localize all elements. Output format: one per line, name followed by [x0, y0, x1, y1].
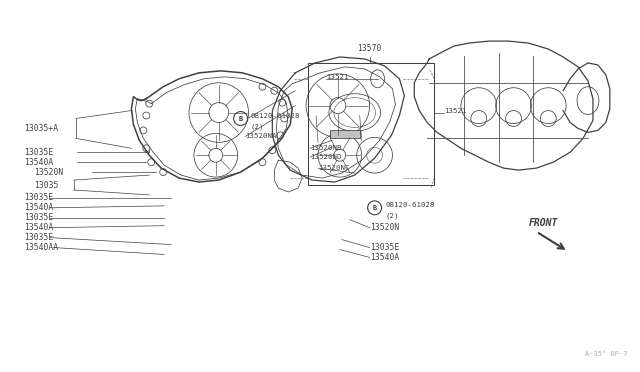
- Text: 13521: 13521: [444, 108, 467, 113]
- Text: 13540A: 13540A: [370, 253, 399, 262]
- Bar: [330, 131, 360, 138]
- Text: 13540A: 13540A: [24, 223, 54, 232]
- Text: 13035E: 13035E: [24, 213, 54, 222]
- Text: 13035E: 13035E: [370, 243, 399, 252]
- Text: 13520NC: 13520NC: [318, 165, 349, 171]
- Text: 13520NA: 13520NA: [246, 134, 277, 140]
- Text: 13540A: 13540A: [24, 158, 54, 167]
- Text: (2): (2): [250, 123, 264, 130]
- Text: 13035E: 13035E: [24, 148, 54, 157]
- Text: B: B: [239, 116, 243, 122]
- Text: (2): (2): [385, 212, 399, 219]
- Text: 13521: 13521: [326, 74, 348, 80]
- Text: 08120-61028: 08120-61028: [250, 113, 300, 119]
- Text: 13540AA: 13540AA: [24, 243, 58, 252]
- Text: 13035E: 13035E: [24, 193, 54, 202]
- Text: B: B: [372, 205, 377, 211]
- Text: 13570: 13570: [357, 44, 382, 53]
- Text: FRONT: FRONT: [529, 218, 558, 228]
- Text: 13035E: 13035E: [24, 233, 54, 242]
- Text: 08120-61028: 08120-61028: [385, 202, 435, 208]
- Text: 13520N: 13520N: [34, 168, 63, 177]
- Text: A·35ᴬ 0P·7: A·35ᴬ 0P·7: [585, 350, 628, 357]
- Text: 13520N: 13520N: [370, 223, 399, 232]
- Text: 13035: 13035: [34, 180, 58, 189]
- Bar: [308, 63, 434, 185]
- Text: 13540A: 13540A: [24, 203, 54, 212]
- Text: 13520ND: 13520ND: [310, 154, 342, 160]
- Text: 13035+A: 13035+A: [24, 124, 58, 133]
- Text: 13520NB: 13520NB: [310, 145, 342, 151]
